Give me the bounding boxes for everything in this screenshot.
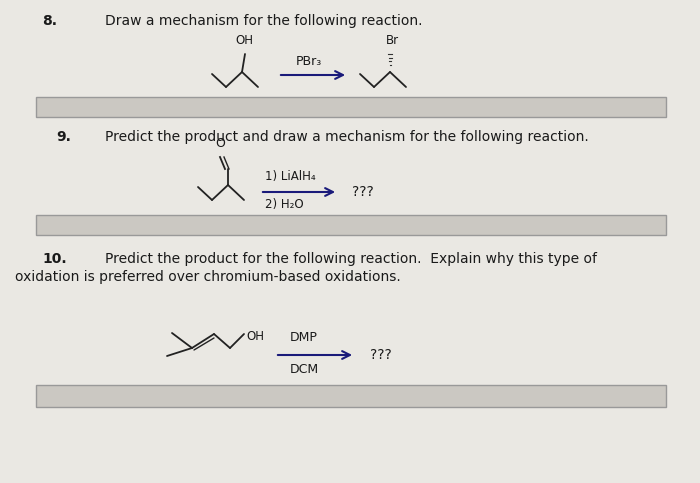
- Text: DMP: DMP: [290, 331, 318, 344]
- Text: 8.: 8.: [42, 14, 57, 28]
- Text: DCM: DCM: [290, 363, 319, 376]
- Text: 2) H₂O: 2) H₂O: [265, 198, 304, 211]
- Text: ???: ???: [352, 185, 374, 199]
- Text: OH: OH: [246, 329, 264, 342]
- Text: Draw a mechanism for the following reaction.: Draw a mechanism for the following react…: [105, 14, 423, 28]
- Text: OH: OH: [235, 34, 253, 47]
- Text: ???: ???: [370, 348, 392, 362]
- Text: PBr₃: PBr₃: [296, 55, 322, 68]
- Bar: [36, 97, 666, 117]
- Text: oxidation is preferred over chromium-based oxidations.: oxidation is preferred over chromium-bas…: [15, 270, 400, 284]
- Text: Br: Br: [386, 34, 398, 47]
- Text: O: O: [215, 137, 225, 150]
- Text: 10.: 10.: [42, 252, 66, 266]
- Bar: [36, 385, 666, 407]
- Text: 9.: 9.: [56, 130, 71, 144]
- Text: Predict the product for the following reaction.  Explain why this type of: Predict the product for the following re…: [105, 252, 597, 266]
- Text: 1) LiAlH₄: 1) LiAlH₄: [265, 170, 316, 183]
- Bar: [36, 215, 666, 235]
- Text: Predict the product and draw a mechanism for the following reaction.: Predict the product and draw a mechanism…: [105, 130, 589, 144]
